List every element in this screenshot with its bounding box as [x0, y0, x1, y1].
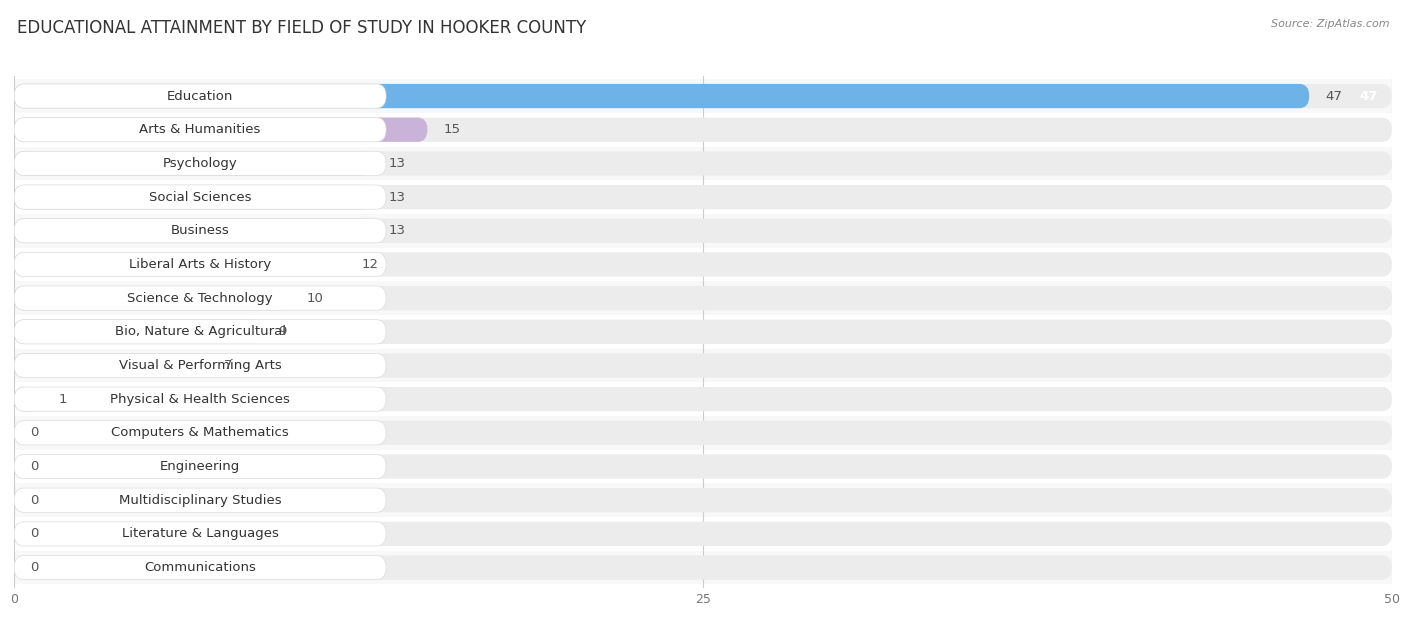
Text: Engineering: Engineering: [160, 460, 240, 473]
Text: Social Sciences: Social Sciences: [149, 191, 252, 204]
Text: 47: 47: [1326, 90, 1343, 102]
FancyBboxPatch shape: [14, 185, 387, 209]
FancyBboxPatch shape: [0, 550, 1406, 585]
FancyBboxPatch shape: [14, 84, 1309, 108]
FancyBboxPatch shape: [0, 349, 1406, 382]
Text: Liberal Arts & History: Liberal Arts & History: [129, 258, 271, 271]
Text: 0: 0: [31, 460, 39, 473]
Text: Visual & Performing Arts: Visual & Performing Arts: [118, 359, 281, 372]
FancyBboxPatch shape: [0, 281, 1406, 315]
Text: Bio, Nature & Agricultural: Bio, Nature & Agricultural: [114, 325, 285, 338]
FancyBboxPatch shape: [14, 185, 373, 209]
FancyBboxPatch shape: [14, 252, 344, 277]
Text: Business: Business: [170, 224, 229, 237]
Text: 0: 0: [31, 527, 39, 540]
FancyBboxPatch shape: [0, 214, 1406, 248]
FancyBboxPatch shape: [0, 113, 1406, 147]
FancyBboxPatch shape: [14, 522, 1392, 546]
Text: 1: 1: [58, 392, 66, 406]
FancyBboxPatch shape: [0, 382, 1406, 416]
FancyBboxPatch shape: [14, 84, 1392, 108]
Text: Computers & Mathematics: Computers & Mathematics: [111, 427, 290, 439]
FancyBboxPatch shape: [14, 151, 387, 176]
Text: 13: 13: [389, 191, 406, 204]
FancyBboxPatch shape: [0, 79, 1406, 113]
Text: 12: 12: [361, 258, 378, 271]
FancyBboxPatch shape: [14, 556, 387, 580]
FancyBboxPatch shape: [14, 320, 1392, 344]
FancyBboxPatch shape: [14, 320, 387, 344]
Text: 0: 0: [31, 494, 39, 507]
FancyBboxPatch shape: [14, 488, 1392, 513]
FancyBboxPatch shape: [14, 219, 387, 243]
FancyBboxPatch shape: [14, 185, 1392, 209]
FancyBboxPatch shape: [14, 353, 1392, 377]
Text: 9: 9: [278, 325, 287, 338]
FancyBboxPatch shape: [14, 151, 1392, 176]
FancyBboxPatch shape: [0, 180, 1406, 214]
FancyBboxPatch shape: [14, 353, 207, 377]
Text: Psychology: Psychology: [163, 157, 238, 170]
FancyBboxPatch shape: [0, 450, 1406, 483]
FancyBboxPatch shape: [14, 151, 373, 176]
Text: Science & Technology: Science & Technology: [128, 291, 273, 305]
FancyBboxPatch shape: [14, 556, 1392, 580]
FancyBboxPatch shape: [14, 219, 1392, 243]
Text: 7: 7: [224, 359, 232, 372]
FancyBboxPatch shape: [14, 353, 387, 377]
FancyBboxPatch shape: [14, 286, 290, 310]
FancyBboxPatch shape: [14, 84, 387, 108]
FancyBboxPatch shape: [14, 219, 373, 243]
FancyBboxPatch shape: [14, 387, 42, 411]
FancyBboxPatch shape: [14, 454, 387, 478]
FancyBboxPatch shape: [0, 416, 1406, 450]
Text: Source: ZipAtlas.com: Source: ZipAtlas.com: [1271, 19, 1389, 29]
Text: Literature & Languages: Literature & Languages: [122, 527, 278, 540]
FancyBboxPatch shape: [14, 118, 387, 142]
FancyBboxPatch shape: [14, 286, 1392, 310]
FancyBboxPatch shape: [0, 248, 1406, 281]
FancyBboxPatch shape: [0, 147, 1406, 180]
FancyBboxPatch shape: [0, 483, 1406, 517]
FancyBboxPatch shape: [14, 118, 427, 142]
FancyBboxPatch shape: [14, 522, 387, 546]
FancyBboxPatch shape: [14, 421, 387, 445]
Text: 47: 47: [1360, 90, 1378, 102]
FancyBboxPatch shape: [14, 387, 1392, 411]
Text: Multidisciplinary Studies: Multidisciplinary Studies: [118, 494, 281, 507]
Text: Physical & Health Sciences: Physical & Health Sciences: [110, 392, 290, 406]
FancyBboxPatch shape: [14, 421, 1392, 445]
FancyBboxPatch shape: [0, 315, 1406, 349]
FancyBboxPatch shape: [14, 320, 262, 344]
Text: 0: 0: [31, 561, 39, 574]
Text: 13: 13: [389, 224, 406, 237]
FancyBboxPatch shape: [14, 286, 387, 310]
Text: 15: 15: [444, 123, 461, 137]
FancyBboxPatch shape: [14, 252, 1392, 277]
Text: Arts & Humanities: Arts & Humanities: [139, 123, 260, 137]
Text: Communications: Communications: [145, 561, 256, 574]
Text: 13: 13: [389, 157, 406, 170]
FancyBboxPatch shape: [14, 454, 1392, 478]
FancyBboxPatch shape: [14, 488, 387, 513]
Text: 0: 0: [31, 427, 39, 439]
FancyBboxPatch shape: [0, 517, 1406, 550]
Text: 10: 10: [307, 291, 323, 305]
FancyBboxPatch shape: [14, 118, 1392, 142]
FancyBboxPatch shape: [14, 387, 387, 411]
Text: EDUCATIONAL ATTAINMENT BY FIELD OF STUDY IN HOOKER COUNTY: EDUCATIONAL ATTAINMENT BY FIELD OF STUDY…: [17, 19, 586, 37]
FancyBboxPatch shape: [14, 252, 387, 277]
Text: Education: Education: [167, 90, 233, 102]
